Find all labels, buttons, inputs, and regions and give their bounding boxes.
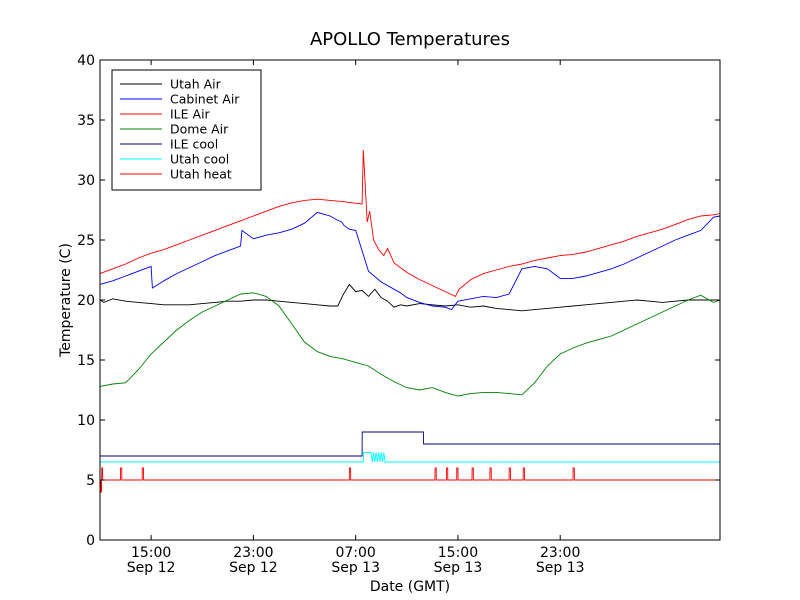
y-tick-label: 25 <box>77 233 95 249</box>
legend-box <box>111 69 262 191</box>
x-tick-label-time: 15:00 <box>438 545 478 561</box>
legend-label-utah-heat: Utah heat <box>170 167 232 182</box>
series-layer <box>99 149 721 493</box>
series-line-utah-air <box>99 283 720 312</box>
x-tick-label-time: 15:00 <box>131 545 171 561</box>
x-tick-label-date: Sep 12 <box>127 560 176 576</box>
series-line-cabinet-air <box>99 211 721 311</box>
legend-label-utah-air: Utah Air <box>170 77 222 92</box>
series-line-utah-heat <box>100 467 720 493</box>
plot-frame <box>99 59 721 541</box>
x-tick-label-date: Sep 13 <box>434 560 483 576</box>
x-tick-label-time: 23:00 <box>233 545 273 561</box>
y-tick-label: 10 <box>77 413 95 429</box>
legend-label-ile-cool: ILE cool <box>170 137 218 152</box>
legend-label-cabinet-air: Cabinet Air <box>170 92 240 107</box>
legend-label-ile-air: ILE Air <box>170 107 211 122</box>
x-tick-label-time: 07:00 <box>335 545 375 561</box>
y-tick-label: 5 <box>86 473 95 489</box>
x-axis-label: Date (GMT) <box>370 579 450 595</box>
series-line-dome-air <box>99 292 721 397</box>
legend-label-utah-cool: Utah cool <box>170 152 229 167</box>
y-tick-label: 15 <box>77 353 95 369</box>
x-tick-label-date: Sep 13 <box>331 560 380 576</box>
x-tick-label-time: 23:00 <box>540 545 580 561</box>
series-line-ile-cool <box>100 431 720 457</box>
y-tick-label: 30 <box>77 173 95 189</box>
legend-label-dome-air: Dome Air <box>170 122 229 137</box>
y-axis-label: Temperature (C) <box>58 243 74 358</box>
y-tick-label: 35 <box>77 113 95 129</box>
y-tick-label: 20 <box>77 293 95 309</box>
x-tick-label-date: Sep 13 <box>536 560 585 576</box>
chart-title: APOLLO Temperatures <box>310 29 510 50</box>
y-tick-label: 40 <box>77 53 95 69</box>
y-tick-label: 0 <box>86 533 95 549</box>
series-line-utah-cool <box>100 451 720 463</box>
x-tick-label-date: Sep 12 <box>229 560 278 576</box>
series-line-ile-air <box>99 149 721 297</box>
